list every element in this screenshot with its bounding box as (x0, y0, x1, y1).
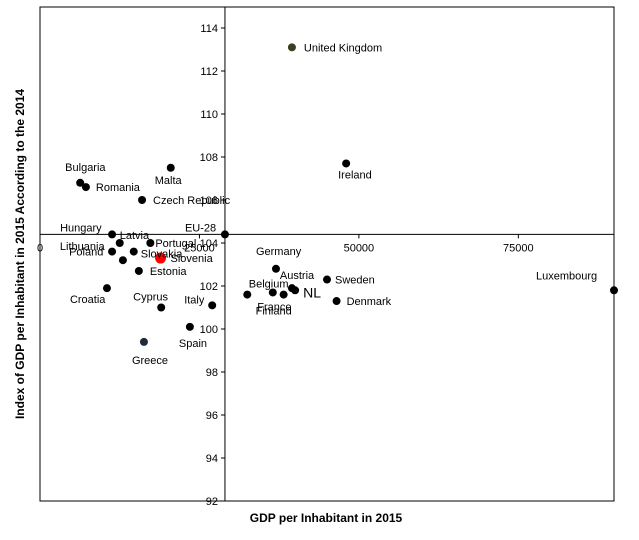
point-czech-republic (138, 196, 147, 204)
point-label-denmark: Denmark (347, 296, 392, 308)
point-label-cyprus: Cyprus (133, 292, 168, 304)
point-label-ireland: Ireland (338, 169, 372, 181)
data-points (76, 43, 618, 346)
point-label-portugal: Portugal (155, 238, 196, 250)
point-label-finland: Finland (256, 306, 292, 318)
point-nl (291, 286, 300, 295)
point-luxembourg (610, 286, 618, 295)
point-lithuania (118, 256, 127, 265)
y-tick-label: 100 (200, 324, 218, 336)
point-label-luxembourg: Luxembourg (536, 270, 597, 282)
point-hungary (108, 230, 117, 239)
y-tick-label: 96 (206, 410, 218, 422)
point-france (243, 290, 252, 299)
point-bulgaria (76, 178, 85, 187)
x-tick-label: 50000 (344, 242, 375, 254)
point-malta (166, 163, 175, 172)
point-belgium (268, 288, 277, 297)
y-tick-label: 92 (206, 496, 218, 508)
point-eu-28 (220, 230, 229, 239)
point-labels: United Kingdom Ireland Bulgaria Romania Malt… (60, 42, 597, 367)
point-ireland (342, 159, 351, 168)
y-axis-title: Index of GDP per Inhabitant in 2015 Acco… (13, 89, 27, 419)
x-tick-label: 0 (37, 242, 43, 254)
y-tick-label: 114 (200, 23, 218, 35)
point-estonia (134, 266, 143, 275)
point-label-czech-republic: Czech Republic (153, 195, 231, 207)
point-label-austria: Austria (280, 270, 315, 282)
y-tick-label: 94 (206, 453, 218, 465)
point-united-kingdom (287, 43, 296, 52)
point-label-eu-28: EU-28 (185, 222, 216, 234)
point-label-sweden: Sweden (335, 275, 375, 287)
point-germany (271, 264, 280, 273)
point-label-slovenia: Slovenia (171, 253, 214, 265)
point-label-estonia: Estonia (150, 266, 188, 278)
point-label-poland: Poland (69, 247, 103, 259)
point-label-latvia: Latvia (120, 230, 150, 242)
point-sweden (323, 275, 331, 284)
point-slovakia (129, 247, 138, 256)
point-label-lithuania: Lithuania (60, 241, 106, 253)
y-tick-label: 104 (200, 238, 218, 250)
point-spain (185, 322, 194, 331)
y-tick-label: 108 (200, 152, 218, 164)
point-greece (139, 337, 148, 346)
point-finland (279, 290, 288, 299)
y-tick-label: 112 (200, 66, 218, 78)
point-latvia (115, 239, 124, 247)
point-slovenia (155, 252, 167, 264)
point-poland (108, 247, 117, 256)
point-label-united-kingdom: United Kingdom (304, 42, 382, 54)
point-label-croatia: Croatia (70, 294, 106, 306)
point-romania (81, 183, 90, 192)
x-axis-ticks: 0 25000 50000 75000 (37, 234, 534, 254)
point-label-nl: NL (303, 284, 321, 300)
point-label-slovakia: Slovakia (141, 249, 183, 261)
plot-frame (39, 6, 615, 502)
point-label-greece: Greece (132, 355, 168, 367)
x-tick-label: 75000 (503, 242, 534, 254)
point-label-malta: Malta (155, 175, 183, 187)
point-label-germany: Germany (256, 246, 302, 258)
point-italy (208, 301, 217, 310)
y-tick-label: 106 (200, 195, 218, 207)
point-label-belgium: Belgium (249, 278, 289, 290)
y-axis-ticks: 92 94 96 98 100 102 104 106 108 110 112 114 (200, 23, 225, 508)
point-cyprus (157, 303, 166, 312)
point-label-romania: Romania (96, 182, 141, 194)
point-croatia (102, 284, 111, 293)
y-tick-label: 110 (200, 109, 218, 121)
point-label-spain: Spain (179, 338, 207, 350)
point-denmark (332, 297, 341, 306)
x-axis-title: GDP per Inhabitant in 2015 (250, 511, 403, 525)
point-label-bulgaria: Bulgaria (65, 162, 106, 174)
y-tick-label: 102 (200, 281, 218, 293)
point-label-hungary: Hungary (60, 222, 102, 234)
x-tick-label: 25000 (184, 242, 215, 254)
point-portugal (146, 239, 155, 247)
y-tick-label: 98 (206, 367, 218, 379)
point-label-italy: Italy (184, 294, 205, 306)
point-label-france: France (257, 302, 291, 314)
